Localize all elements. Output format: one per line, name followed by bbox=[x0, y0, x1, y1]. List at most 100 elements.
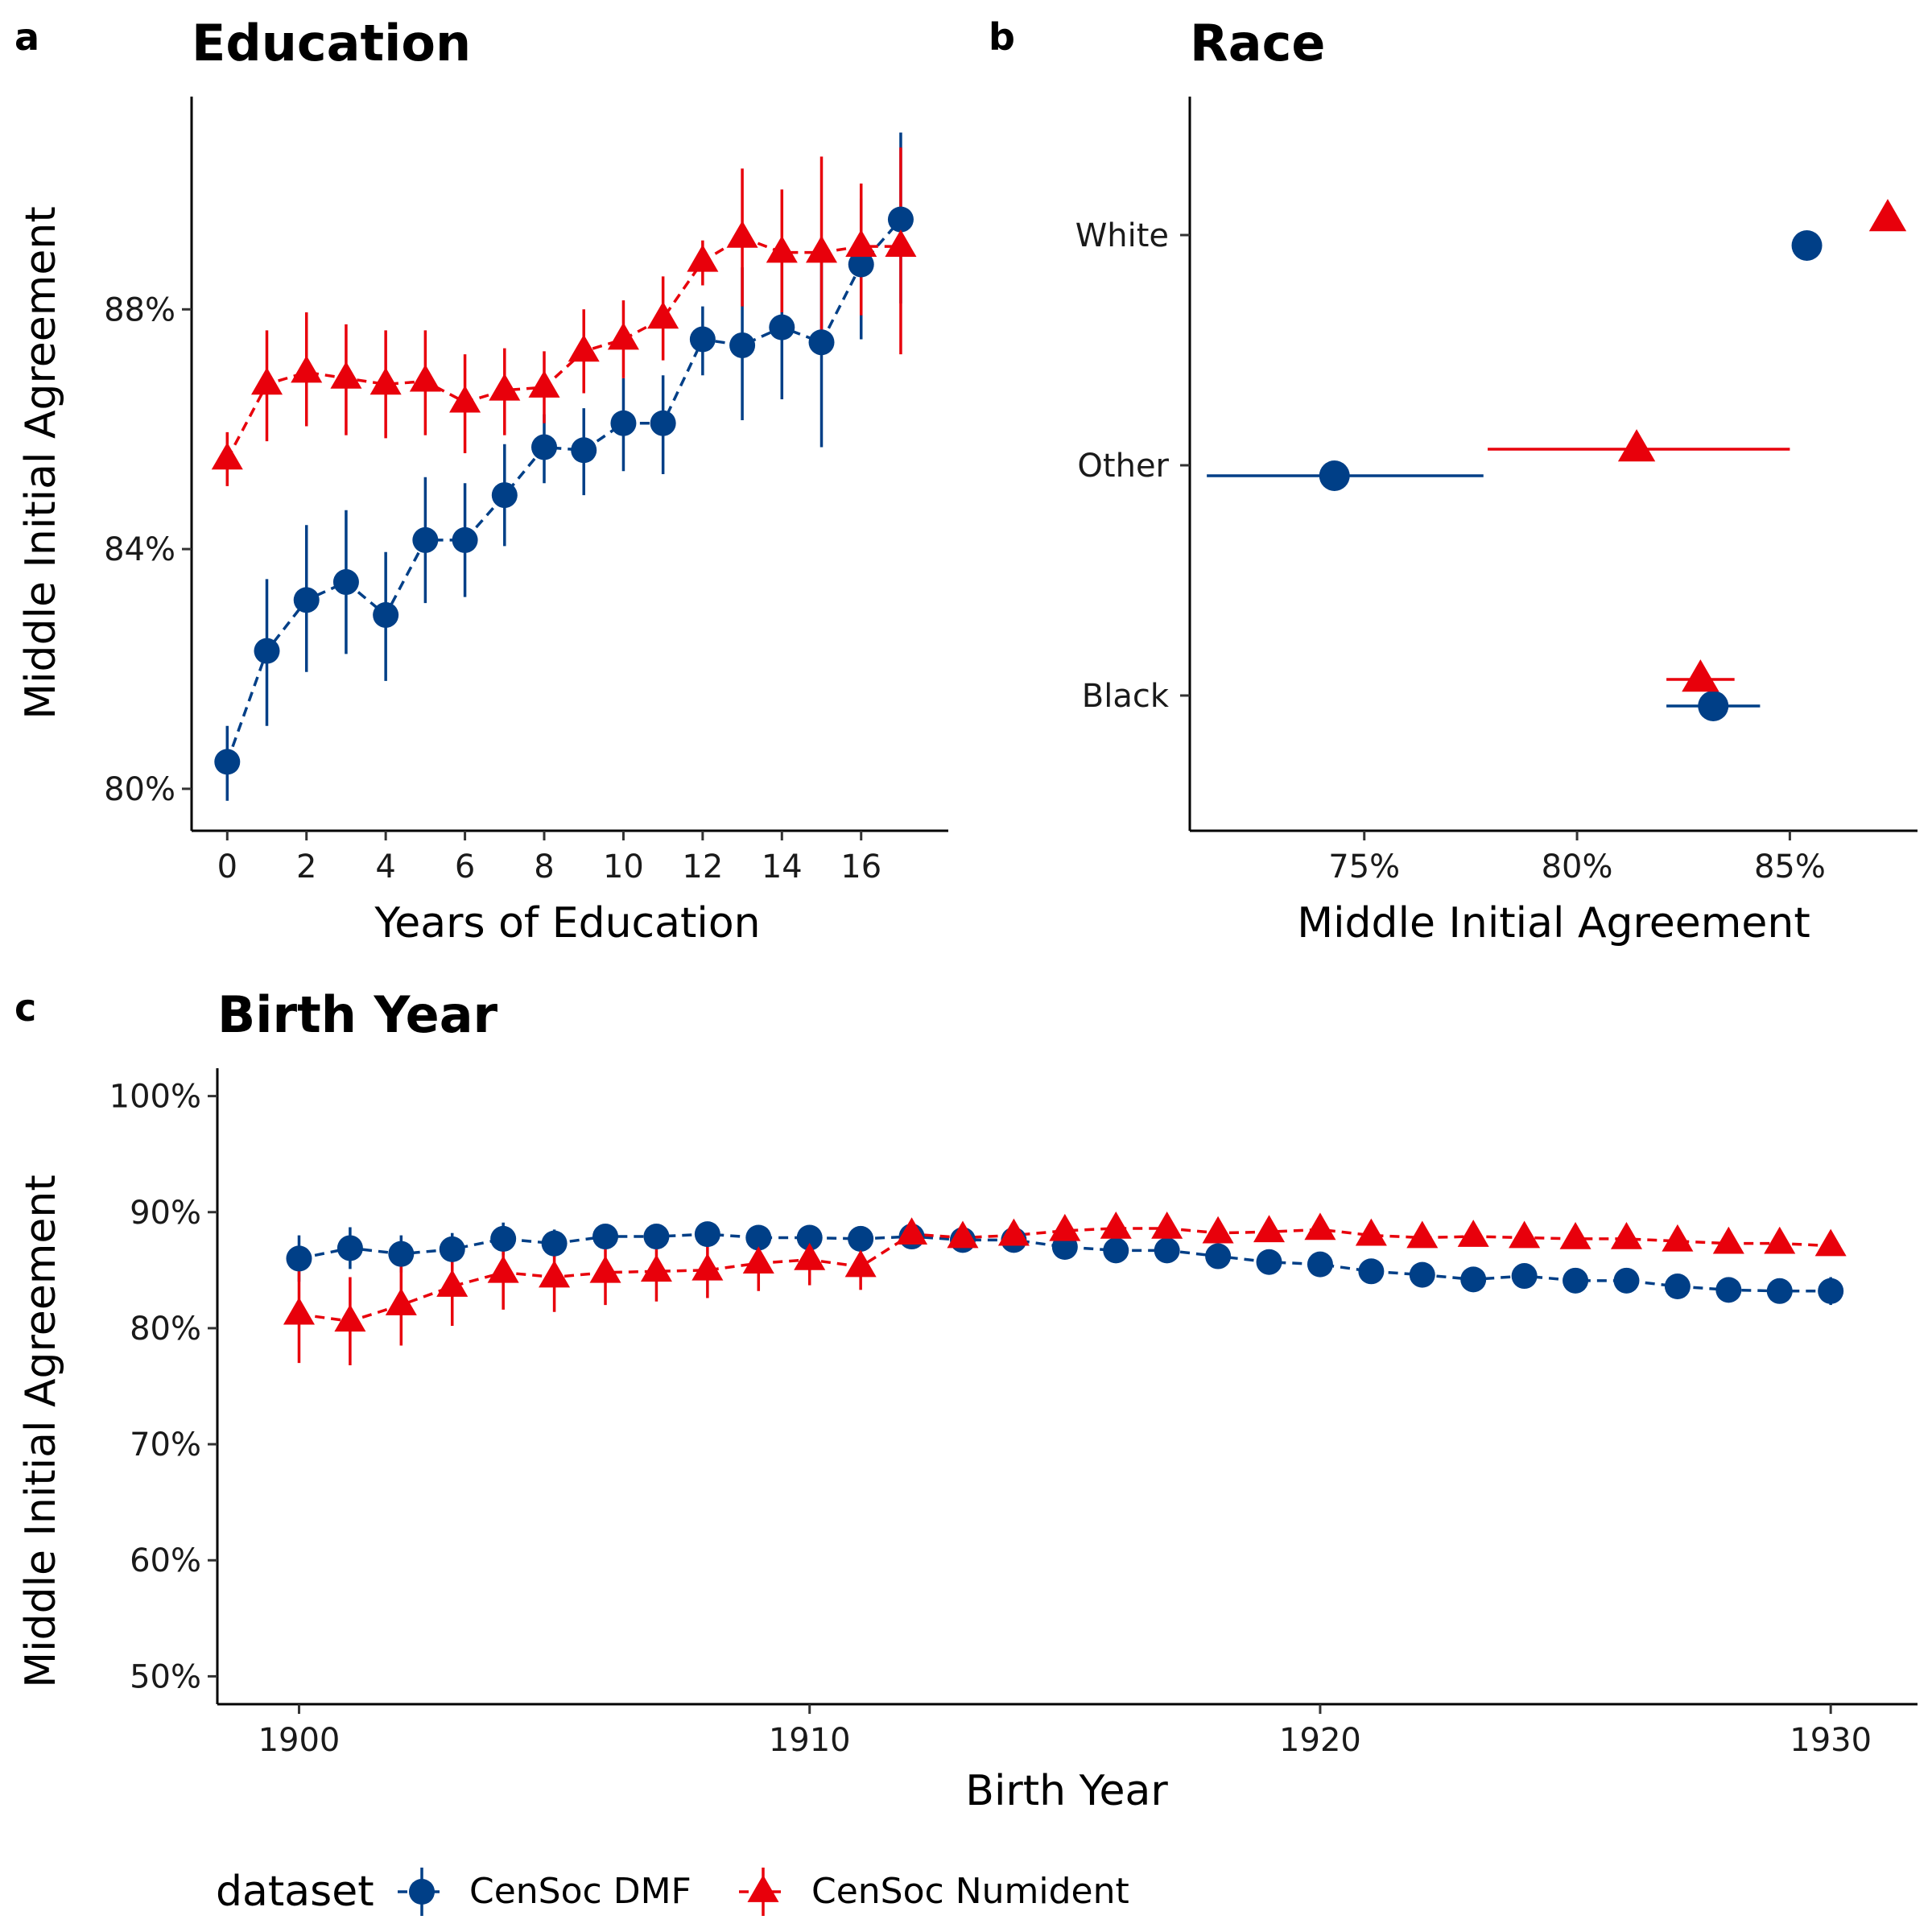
panel-c-y-tick-label: 80% bbox=[130, 1311, 201, 1348]
panel-a-censoc-dmf-point bbox=[491, 482, 518, 509]
panel-c-censoc-numident-point bbox=[1406, 1220, 1439, 1249]
panel-a-censoc-numident-point bbox=[845, 229, 877, 257]
panel-birth-year: c Birth Year 1900 1910 1920 1930 50% 60% 70% 80… bbox=[14, 985, 1918, 1815]
panel-a-censoc-numident-point bbox=[291, 355, 323, 383]
panel-a-censoc-dmf-point bbox=[848, 251, 874, 278]
panel-a-censoc-numident-line bbox=[225, 236, 901, 460]
panel-c-censoc-dmf-point bbox=[694, 1221, 720, 1248]
panel-a-censoc-numident-point bbox=[805, 235, 838, 263]
panel-c-censoc-numident-point bbox=[1814, 1228, 1847, 1257]
panel-c-y-tick-label: 100% bbox=[109, 1079, 201, 1116]
panel-b-censoc-dmf-point bbox=[1791, 230, 1823, 261]
panel-c-censoc-numident-point bbox=[844, 1249, 877, 1278]
panel-c-censoc-numident-point bbox=[1457, 1220, 1489, 1247]
panel-b-censoc-numident-point bbox=[1617, 429, 1656, 462]
panel-c-censoc-dmf-point bbox=[1460, 1266, 1487, 1293]
panel-a-censoc-dmf-point bbox=[650, 410, 676, 436]
panel-b-x-axis-title: Middle Initial Agreement bbox=[1297, 899, 1810, 947]
panel-c-censoc-dmf-point bbox=[1358, 1258, 1385, 1285]
panel-c-censoc-dmf-point bbox=[541, 1230, 568, 1257]
panel-c-censoc-dmf-point bbox=[490, 1225, 517, 1252]
panel-c-censoc-dmf-point bbox=[286, 1245, 312, 1272]
panel-a-censoc-numident-point bbox=[528, 370, 560, 398]
panel-a-censoc-dmf-point bbox=[689, 326, 716, 353]
panel-b-x-tick-label: 85% bbox=[1754, 848, 1826, 886]
panel-c-censoc-dmf-point bbox=[1307, 1251, 1333, 1278]
panel-a-censoc-numident-point bbox=[885, 229, 917, 257]
panel-a-x-tick-label: 10 bbox=[603, 848, 644, 886]
panel-a-censoc-dmf-point bbox=[332, 569, 359, 596]
panel-b-censoc-dmf-point bbox=[1698, 691, 1729, 721]
panel-c-censoc-numident-point bbox=[1764, 1226, 1796, 1254]
panel-c-censoc-dmf-point bbox=[643, 1224, 670, 1250]
panel-c-censoc-numident-point bbox=[1509, 1220, 1541, 1249]
panel-c-marks bbox=[283, 1211, 1847, 1366]
panel-c-censoc-numident-point bbox=[997, 1218, 1030, 1246]
panel-c-censoc-dmf-point bbox=[1409, 1261, 1435, 1288]
panel-c-censoc-numident-point bbox=[1253, 1215, 1286, 1243]
panel-c-censoc-dmf-point bbox=[1511, 1263, 1538, 1290]
panel-a-y-tick-label: 80% bbox=[104, 771, 175, 808]
legend-label-censoc-numident: CenSoc Numident bbox=[811, 1871, 1129, 1912]
panel-c-censoc-numident-point bbox=[589, 1255, 621, 1283]
panel-c-x-tick-label: 1900 bbox=[258, 1722, 341, 1759]
panel-c-censoc-dmf-point bbox=[1563, 1267, 1589, 1294]
panel-title-race: Race bbox=[1190, 14, 1325, 72]
panel-b-category-label: Other bbox=[1077, 448, 1169, 485]
panel-c-censoc-numident-point bbox=[896, 1217, 928, 1245]
panel-a-axes: 0 2 4 6 8 10 12 14 16 80% 84% 88% bbox=[104, 97, 948, 886]
panel-a-censoc-numident-point bbox=[449, 385, 481, 413]
panel-c-censoc-dmf-point bbox=[1613, 1267, 1640, 1294]
panel-c-censoc-numident-point bbox=[1100, 1211, 1132, 1239]
legend: dataset CenSoc DMF CenSoc Numident bbox=[216, 1868, 1129, 1916]
panel-a-censoc-numident-point bbox=[369, 367, 402, 395]
panel-education: a Education 0 2 4 6 8 10 12 14 16 80% 84% 88% Years… bbox=[14, 14, 948, 947]
panel-c-x-tick-label: 1910 bbox=[769, 1722, 851, 1759]
panel-a-y-axis-title: Middle Initial Agreement bbox=[17, 206, 65, 720]
legend-key-marker bbox=[409, 1879, 435, 1905]
legend-key-censoc-numident bbox=[739, 1868, 787, 1916]
panel-a-x-tick-label: 0 bbox=[217, 848, 237, 886]
panel-b-category-label: White bbox=[1075, 217, 1169, 254]
panel-a-censoc-dmf-point bbox=[293, 587, 320, 613]
panel-c-censoc-numident-point bbox=[334, 1304, 366, 1332]
panel-c-censoc-numident-point bbox=[640, 1254, 672, 1282]
panel-c-censoc-dmf-point bbox=[1205, 1243, 1232, 1269]
panel-a-x-tick-label: 16 bbox=[840, 848, 881, 886]
panel-a-censoc-numident-point bbox=[726, 220, 758, 248]
panel-a-censoc-dmf-point bbox=[452, 526, 478, 553]
panel-c-x-axis-title: Birth Year bbox=[965, 1767, 1168, 1815]
panel-c-censoc-numident-point bbox=[947, 1220, 979, 1249]
panel-c-censoc-numident-point bbox=[1202, 1216, 1234, 1244]
panel-c-censoc-numident-point bbox=[436, 1269, 469, 1297]
panel-c-censoc-numident-point bbox=[691, 1253, 724, 1281]
panel-a-censoc-dmf-point bbox=[610, 410, 637, 436]
panel-a-censoc-numident-point bbox=[607, 322, 639, 350]
panel-a-censoc-dmf-line bbox=[225, 218, 902, 762]
panel-a-censoc-dmf-point bbox=[531, 434, 558, 460]
panel-b-censoc-numident-point bbox=[1868, 199, 1907, 232]
panel-c-censoc-numident-point bbox=[539, 1260, 571, 1288]
panel-letter-a: a bbox=[14, 15, 39, 59]
panel-c-censoc-dmf-point bbox=[439, 1236, 465, 1262]
panel-a-censoc-numident-point bbox=[250, 367, 283, 395]
panel-a-censoc-dmf-point bbox=[887, 206, 914, 233]
panel-a-censoc-dmf-point bbox=[808, 329, 835, 356]
panel-c-censoc-numident-point bbox=[794, 1242, 826, 1270]
panel-c-censoc-dmf-point bbox=[745, 1224, 772, 1251]
panel-c-axes: 1900 1910 1920 1930 50% 60% 70% 80% 90% 100% bbox=[109, 1068, 1918, 1759]
panel-c-censoc-numident-point bbox=[1662, 1224, 1694, 1252]
panel-c-y-tick-label: 70% bbox=[130, 1426, 201, 1463]
panel-a-censoc-numident-point bbox=[766, 235, 798, 263]
panel-c-censoc-dmf-point bbox=[1154, 1237, 1180, 1264]
panel-c-censoc-numident-point bbox=[742, 1246, 774, 1274]
panel-letter-b: b bbox=[989, 15, 1015, 59]
panel-c-censoc-dmf-point bbox=[1818, 1278, 1844, 1304]
legend-key-marker bbox=[747, 1875, 779, 1902]
panel-c-censoc-numident-point bbox=[1151, 1211, 1183, 1239]
legend-title: dataset bbox=[216, 1868, 374, 1916]
panel-a-censoc-numident-point bbox=[211, 442, 243, 470]
panel-b-censoc-dmf-point bbox=[1319, 460, 1350, 491]
panel-a-censoc-numident-point bbox=[647, 301, 679, 329]
